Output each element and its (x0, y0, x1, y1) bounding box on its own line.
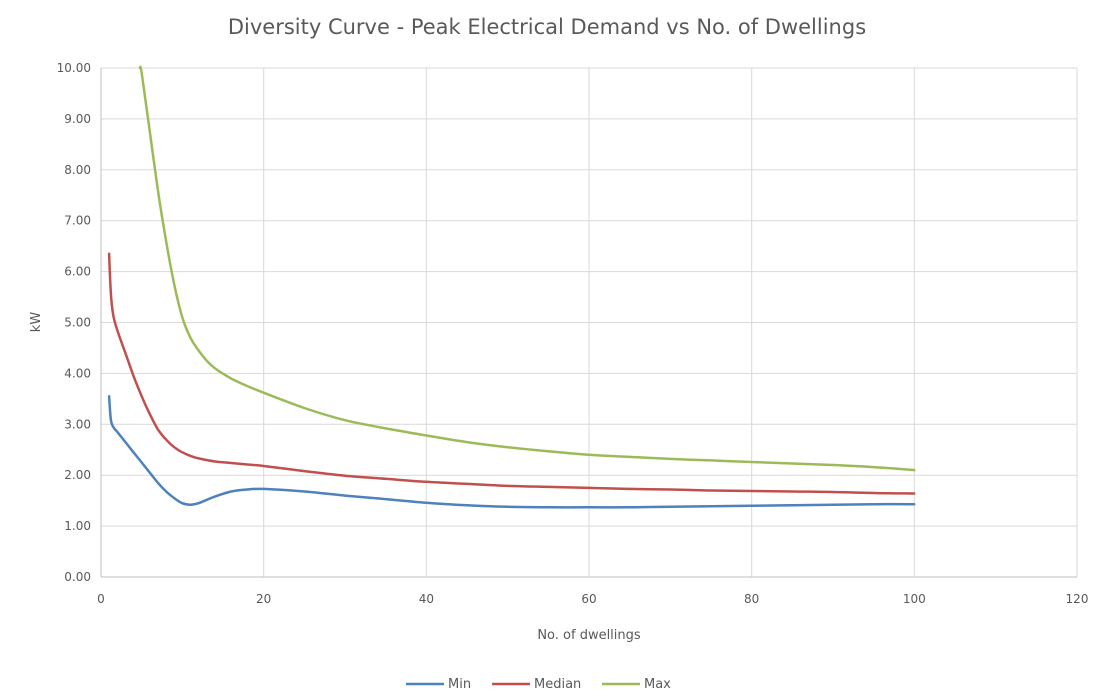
y-tick-label: 9.00 (64, 112, 91, 126)
y-tick-label: 0.00 (64, 570, 91, 584)
legend: Min Median Max (406, 677, 671, 692)
series-lines (107, 65, 916, 509)
legend-item-median: Median (492, 677, 581, 692)
legend-label: Min (448, 677, 471, 692)
x-tick-label: 60 (581, 592, 596, 606)
y-tick-label: 4.00 (64, 366, 91, 380)
x-tick-label: 0 (97, 592, 105, 606)
y-tick-label: 5.00 (64, 316, 91, 330)
series-line-min (107, 395, 916, 509)
y-tick-label: 10.00 (57, 61, 91, 75)
y-tick-label: 1.00 (64, 519, 91, 533)
x-tick-label: 120 (1066, 592, 1089, 606)
y-tick-label: 8.00 (64, 163, 91, 177)
y-tick-label: 3.00 (64, 417, 91, 431)
x-tick-label: 40 (419, 592, 434, 606)
legend-item-min: Min (406, 677, 471, 692)
series-line-max (138, 65, 916, 472)
chart-title: Diversity Curve - Peak Electrical Demand… (228, 15, 866, 39)
y-tick-label: 2.00 (64, 468, 91, 482)
x-tick-label: 20 (256, 592, 271, 606)
legend-label: Median (534, 677, 581, 692)
x-tick-label: 100 (903, 592, 926, 606)
x-axis-label: No. of dwellings (537, 628, 641, 643)
x-tick-label: 80 (744, 592, 759, 606)
y-tick-label: 7.00 (64, 214, 91, 228)
gridlines (101, 67, 1078, 577)
legend-item-max: Max (602, 677, 671, 692)
y-tick-label: 6.00 (64, 265, 91, 279)
legend-label: Max (644, 677, 671, 692)
y-axis-label: kW (29, 312, 44, 333)
series-line-median (107, 252, 916, 495)
axes: 0.00 1.00 2.00 3.00 4.00 5.00 6.00 7.00 8.00 9.00… (57, 61, 1089, 606)
